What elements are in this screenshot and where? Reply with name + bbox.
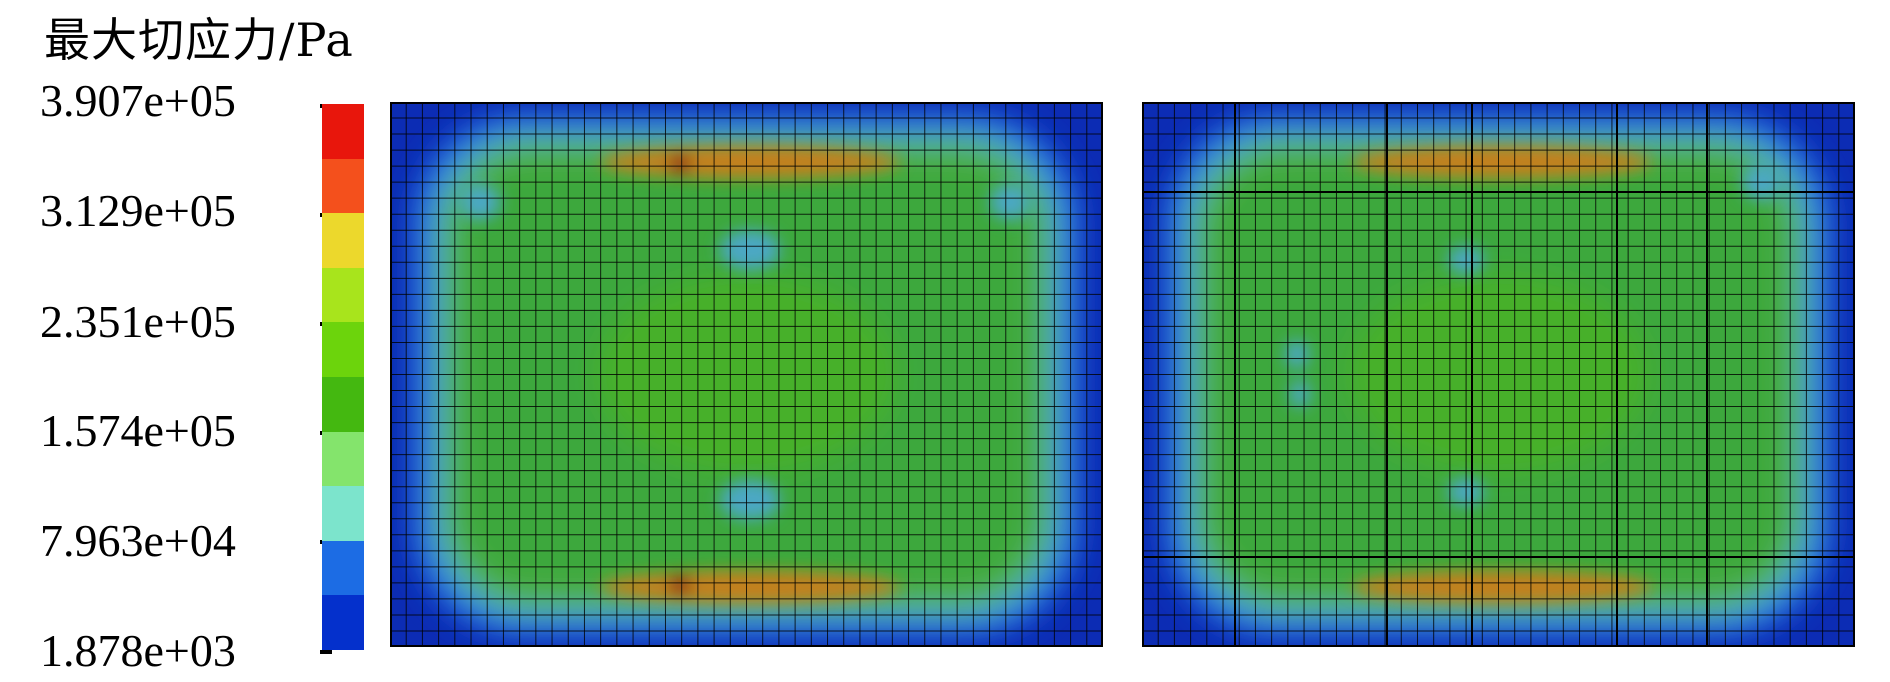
colorbar xyxy=(322,104,364,650)
contour-plot-left xyxy=(390,102,1103,647)
hotspot-top xyxy=(600,146,900,178)
hotspot-layers xyxy=(1285,146,1782,603)
tick-label-1: 3.907e+05 xyxy=(40,75,236,126)
low-spot-left-2 xyxy=(1290,380,1310,408)
low-spot-corner-tr xyxy=(990,184,1030,220)
colorbar-swatch-4 xyxy=(322,267,364,323)
low-spot-bottom xyxy=(720,480,780,520)
contour-plot-right xyxy=(1142,102,1855,647)
colorbar-swatch-9 xyxy=(322,540,364,596)
mesh-grid xyxy=(390,102,1103,647)
tick-label-3: 2.351e+05 xyxy=(40,296,236,347)
tick-mark-6 xyxy=(320,650,332,654)
low-spot-top xyxy=(720,230,780,270)
contour-panel-right xyxy=(1142,102,1855,647)
hotspot-bottom xyxy=(1352,571,1652,603)
hotspot-peak-bottom xyxy=(670,575,690,595)
tick-label-2: 3.129e+05 xyxy=(40,185,236,236)
hotspot-bottom xyxy=(600,571,900,603)
tick-label-4: 1.574e+05 xyxy=(40,405,236,456)
low-spot-left-1 xyxy=(1285,340,1309,368)
hotspot-top xyxy=(1352,146,1652,178)
panel-border xyxy=(390,102,1103,647)
mesh-block-lines xyxy=(1142,102,1855,647)
panel-border xyxy=(1142,102,1855,647)
colorbar-swatch-5 xyxy=(322,322,364,377)
tick-label-6: 1.878e+03 xyxy=(40,625,236,676)
colorbar-swatch-6 xyxy=(322,376,364,432)
colorbar-swatch-3 xyxy=(322,213,364,268)
colorbar-swatch-10 xyxy=(322,595,364,650)
contour-panel-left xyxy=(390,102,1103,647)
tick-label-5: 7.963e+04 xyxy=(40,515,236,566)
colorbar-swatch-2 xyxy=(322,158,364,214)
colorbar-swatch-1 xyxy=(322,104,364,159)
hotspot-peak-top xyxy=(670,154,690,174)
legend-title: 最大切应力/Pa xyxy=(44,13,354,67)
colorbar-swatch-8 xyxy=(322,486,364,541)
low-spot-corner-tl xyxy=(460,184,500,220)
hotspot-layers xyxy=(460,146,1030,603)
colorbar-swatch-7 xyxy=(322,431,364,487)
